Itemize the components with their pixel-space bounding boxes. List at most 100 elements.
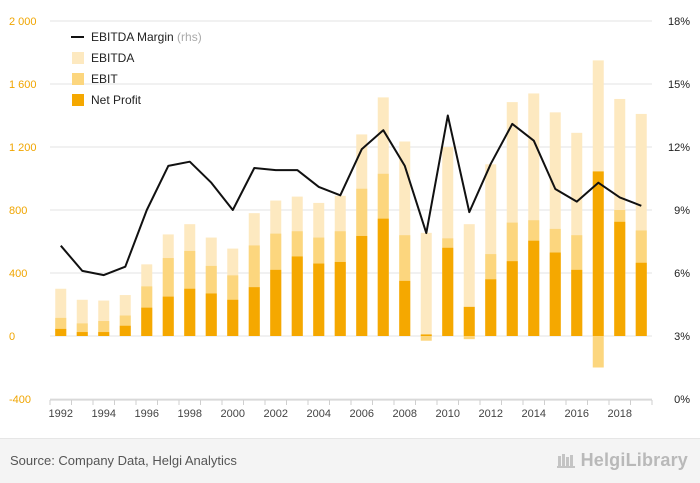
net-profit-bar-2001 — [248, 287, 260, 336]
net-profit-bar-1996 — [141, 307, 153, 336]
legend-suffix: (rhs) — [174, 30, 202, 44]
ebitda-bar-2013 — [506, 102, 518, 336]
ebit-bar-2017 — [592, 336, 604, 368]
legend-text: Net Profit — [91, 93, 142, 107]
legend: EBITDA Margin (rhs) EBITDA EBIT Net Profit — [71, 30, 202, 107]
net-profit-bar-2015 — [549, 252, 561, 336]
net-profit-bar-2004 — [313, 263, 325, 336]
legend-text: EBITDA — [91, 51, 134, 65]
net-profit-bar-2012 — [485, 279, 497, 336]
net-profit-bar-2019 — [635, 262, 647, 336]
left-tick-label-6: 2 000 — [9, 16, 37, 28]
ebitda-margin-polyline — [60, 114, 642, 277]
ebitda-bar-2012 — [485, 164, 497, 336]
x-tick-label-2014: 2014 — [522, 408, 546, 420]
x-tick-label-2012: 2012 — [479, 408, 503, 420]
ebitda-bar-2015 — [549, 112, 561, 336]
left-tick-label-4: 1 200 — [9, 142, 37, 154]
left-tick-label-1: 0 — [9, 331, 15, 343]
net-profit-bar-2009 — [420, 334, 432, 336]
legend-text: EBIT — [91, 72, 118, 86]
net-profit-bar-2000 — [227, 299, 239, 336]
right-tick-label-0: 0% — [674, 394, 690, 406]
left-tick-label-5: 1 600 — [9, 79, 37, 91]
net-profit-bar-1995 — [119, 325, 131, 336]
x-tick-label-2004: 2004 — [307, 408, 331, 420]
x-tick-label-1992: 1992 — [49, 408, 73, 420]
x-tick-label-2010: 2010 — [436, 408, 460, 420]
left-tick-label-0: -400 — [9, 394, 31, 406]
net-profit-bar-2014 — [528, 240, 540, 336]
x-tick-label-1994: 1994 — [92, 408, 116, 420]
net-profit-bar-1992 — [55, 328, 67, 336]
net-profit-bar-2007 — [377, 218, 389, 336]
net-profit-bar-2010 — [442, 247, 454, 336]
x-tick-label-2006: 2006 — [350, 408, 374, 420]
net-profit-bar-2002 — [270, 269, 282, 336]
ebitda-bar-1992 — [55, 288, 67, 336]
x-tick-label-1998: 1998 — [178, 408, 202, 420]
legend-text: EBITDA Margin — [91, 30, 174, 44]
grid-lines — [50, 20, 652, 400]
right-tick-label-1: 3% — [674, 331, 690, 343]
legend-label-net_profit: Net Profit — [91, 93, 142, 107]
net-profit-bar-1999 — [205, 293, 217, 336]
brand-logo: HelgiLibrary — [556, 450, 688, 471]
net-profit-bar-1993 — [76, 332, 88, 336]
net-profit-bar-2006 — [356, 235, 368, 336]
legend-label-ebit: EBIT — [91, 72, 118, 86]
ebitda-bar-2016 — [571, 132, 583, 336]
net-profit-bar-2005 — [334, 261, 346, 336]
footer: Source: Company Data, Helgi Analytics He… — [0, 438, 700, 483]
ebitda-bar-2009 — [420, 232, 432, 336]
legend-swatch-ebitda — [72, 52, 84, 64]
right-tick-label-4: 12% — [668, 142, 690, 154]
right-tick-label-2: 6% — [674, 268, 690, 280]
net-profit-bar-1994 — [98, 332, 110, 336]
x-tick-label-2002: 2002 — [264, 408, 288, 420]
net-profit-bar-2008 — [399, 280, 411, 336]
net-profit-bar-2018 — [614, 221, 626, 336]
chart: -400 0 400 800 1 200 1 600 2 000 0% 3% 6% 9% 12% 15… — [9, 16, 690, 420]
ebit-bar-1994 — [98, 321, 110, 336]
ebit-bar-2009 — [420, 336, 432, 341]
net-profit-bar-2003 — [291, 256, 303, 336]
net-profit-bar-1998 — [184, 288, 196, 336]
x-tick-label-2016: 2016 — [565, 408, 589, 420]
legend-swatch-net_profit — [72, 94, 84, 106]
x-tick-label-1996: 1996 — [135, 408, 159, 420]
net-profit-bar-2013 — [506, 261, 518, 336]
legend-label-ebitda: EBITDA — [91, 51, 134, 65]
right-tick-label-3: 9% — [674, 205, 690, 217]
legend-label-line: EBITDA Margin (rhs) — [91, 30, 202, 44]
x-tick-label-2008: 2008 — [393, 408, 417, 420]
left-tick-label-3: 800 — [9, 205, 27, 217]
right-tick-label-5: 15% — [668, 79, 690, 91]
net-profit-bar-2016 — [571, 269, 583, 336]
net-profit-bar-2011 — [463, 306, 475, 336]
ebit-bar-2011 — [463, 336, 475, 340]
x-tick-label-2000: 2000 — [221, 408, 245, 420]
ebitda-bar-1993 — [76, 299, 88, 336]
source-note: Source: Company Data, Helgi Analytics — [10, 453, 237, 468]
ebit-bar-1992 — [55, 317, 67, 336]
x-tick-label-2018: 2018 — [608, 408, 632, 420]
left-tick-label-2: 400 — [9, 268, 27, 280]
net-profit-bars — [55, 171, 647, 336]
ebitda-bar-2019 — [635, 113, 647, 336]
ebitda-margin-line — [60, 114, 642, 277]
library-icon — [556, 454, 575, 468]
right-tick-label-6: 18% — [668, 16, 690, 28]
x-axis: 1992 1994 1996 1998 2000 2002 2004 2006 2008 2010… — [49, 399, 653, 420]
ebitda-bar-1994 — [98, 300, 110, 336]
net-profit-bar-2017 — [592, 171, 604, 336]
ebitda-bar-2011 — [463, 224, 475, 336]
brand-name: HelgiLibrary — [580, 450, 688, 470]
right-axis: 0% 3% 6% 9% 12% 15% 18% — [668, 16, 690, 406]
net-profit-bar-1997 — [162, 296, 174, 336]
left-axis: -400 0 400 800 1 200 1 600 2 000 — [9, 16, 37, 406]
ebit-bar-1993 — [76, 323, 88, 336]
ebitda-bar-2014 — [528, 93, 540, 336]
legend-swatch-ebit — [72, 73, 84, 85]
